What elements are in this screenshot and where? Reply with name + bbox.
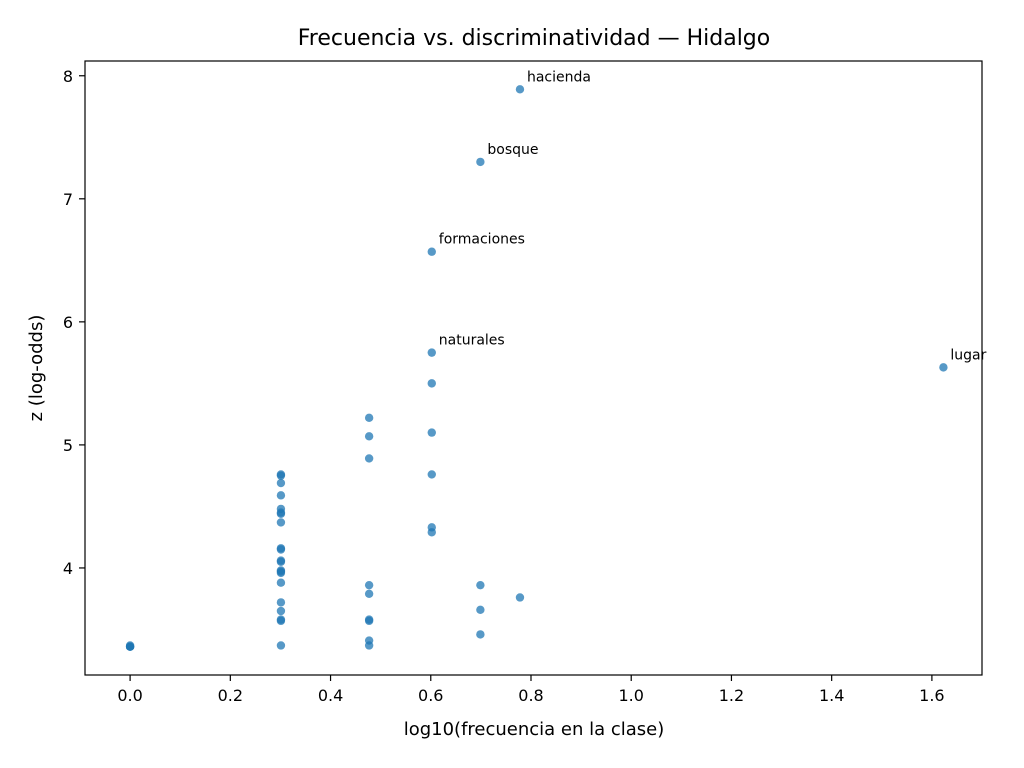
y-tick-label: 8 <box>63 67 73 86</box>
data-point <box>939 363 948 372</box>
data-point <box>125 641 135 650</box>
data-point <box>427 379 436 388</box>
data-point <box>427 247 436 256</box>
data-point <box>515 85 525 94</box>
data-point <box>364 454 374 463</box>
data-point <box>476 580 485 590</box>
data-point <box>364 413 374 423</box>
data-point <box>276 478 286 488</box>
data-point <box>476 630 485 639</box>
data-point <box>427 348 436 357</box>
x-tick-label: 0.8 <box>518 686 543 705</box>
chart-title: Frecuencia vs. discriminatividad — Hidal… <box>298 26 770 51</box>
data-point <box>364 589 374 598</box>
plot-frame <box>84 60 983 676</box>
y-tick-label: 6 <box>63 313 73 332</box>
data-point <box>276 568 286 578</box>
point-annotation: lugar <box>950 347 986 363</box>
point-annotation: bosque <box>487 142 538 158</box>
data-point <box>476 157 485 167</box>
x-tick-label: 1.6 <box>919 686 944 705</box>
data-point <box>515 593 525 602</box>
y-tick-label: 4 <box>63 559 73 578</box>
point-annotation: hacienda <box>527 69 591 85</box>
x-axis-ticks: 0.0 0.2 0.4 0.6 0.8 1.0 1.2 1.4 1.6 <box>117 675 945 705</box>
data-point <box>427 528 436 537</box>
y-axis-ticks: 4 5 6 7 8 <box>63 67 85 578</box>
data-point <box>364 616 374 626</box>
annotations-layer: hacienda bosque formaciones naturales lugar <box>439 69 987 363</box>
y-tick-label: 5 <box>63 436 73 455</box>
data-point <box>276 471 286 480</box>
data-point <box>276 606 286 616</box>
data-point <box>427 428 436 437</box>
x-axis-label: log10(frecuencia en la clase) <box>404 719 665 740</box>
point-annotation: formaciones <box>439 232 525 248</box>
x-tick-label: 0.2 <box>218 686 243 705</box>
data-point <box>276 518 286 527</box>
x-tick-label: 1.2 <box>719 686 744 705</box>
data-point <box>427 470 436 479</box>
data-point <box>276 641 286 650</box>
data-point <box>364 580 374 590</box>
data-point <box>276 491 286 500</box>
x-tick-label: 1.0 <box>618 686 643 705</box>
data-point <box>276 598 286 607</box>
x-tick-label: 0.4 <box>318 686 343 705</box>
y-tick-label: 7 <box>63 190 73 209</box>
points-layer <box>125 85 948 651</box>
x-tick-label: 1.4 <box>819 686 844 705</box>
x-tick-label: 0.6 <box>418 686 443 705</box>
data-point <box>276 616 286 626</box>
data-point <box>476 605 485 614</box>
data-point <box>364 432 374 441</box>
data-point <box>276 578 286 587</box>
data-point <box>276 545 286 554</box>
point-annotation: naturales <box>439 333 505 349</box>
data-point <box>364 641 374 650</box>
x-tick-label: 0.0 <box>117 686 142 705</box>
data-point <box>276 509 286 519</box>
data-point <box>276 557 286 566</box>
y-axis-label: z (log-odds) <box>26 315 47 422</box>
